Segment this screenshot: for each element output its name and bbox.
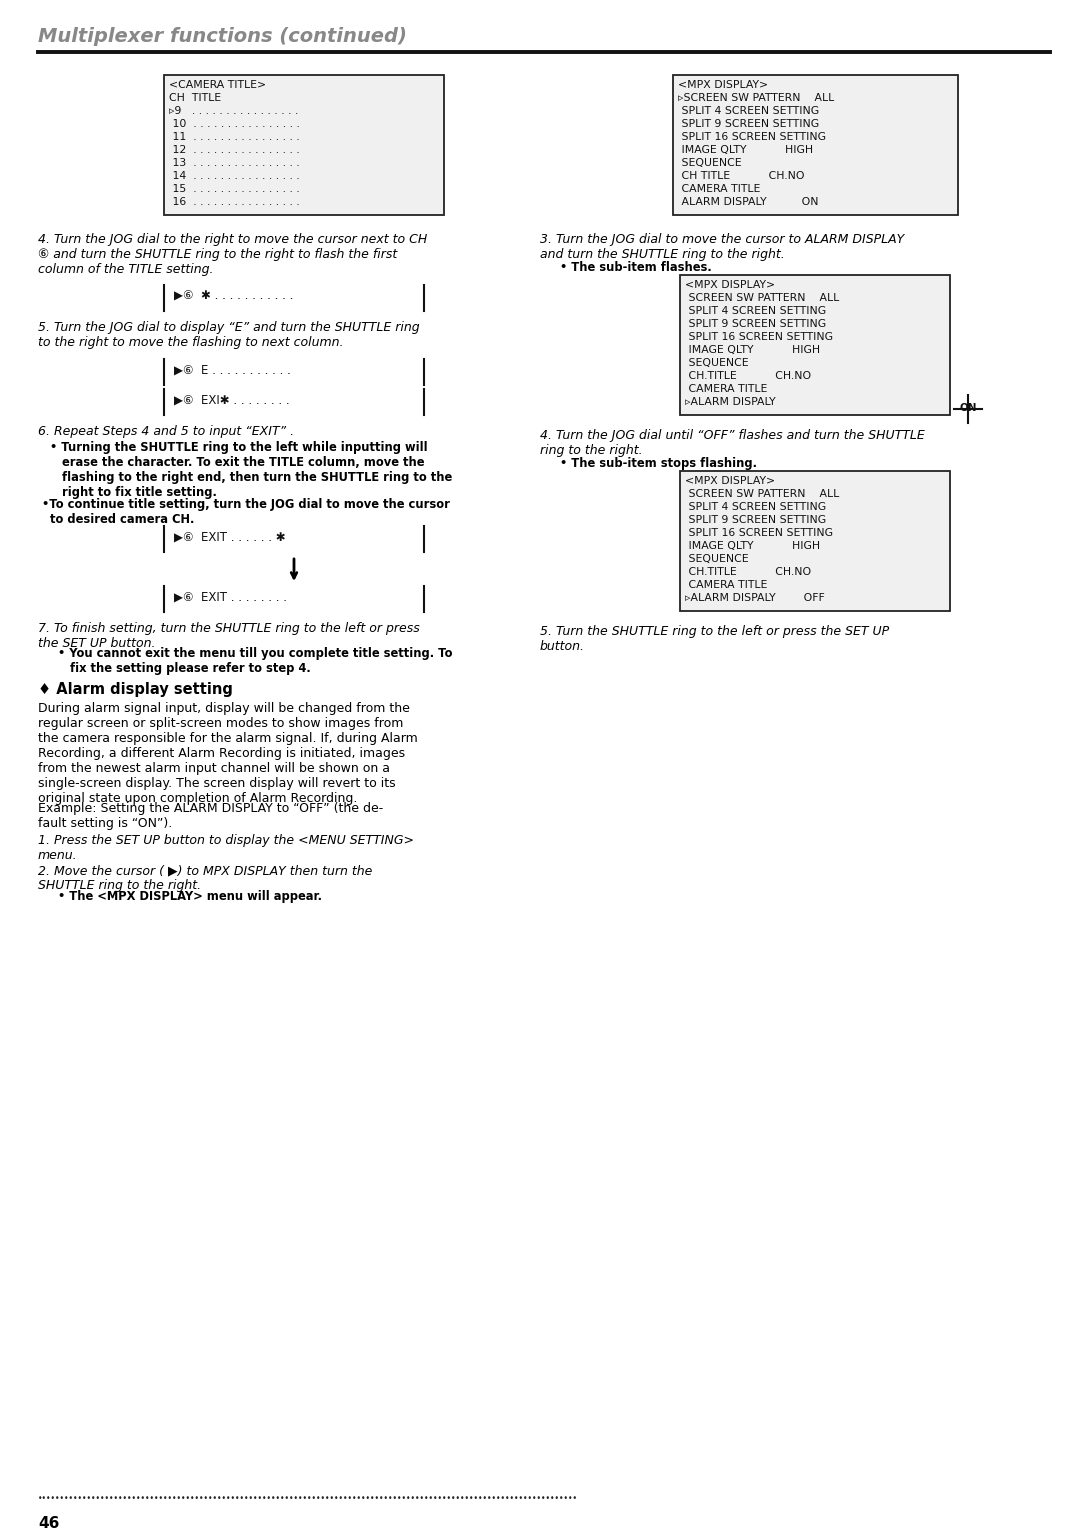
Text: SEQUENCE: SEQUENCE	[678, 157, 742, 168]
Text: SEQUENCE: SEQUENCE	[685, 358, 748, 368]
Bar	[164, 75, 444, 215]
Text: IMAGE QLTY           HIGH: IMAGE QLTY HIGH	[685, 345, 820, 354]
Text: • The sub-item stops flashing.: • The sub-item stops flashing.	[561, 457, 757, 471]
Text: ▶⑥  ✱ . . . . . . . . . . .: ▶⑥ ✱ . . . . . . . . . . .	[174, 290, 294, 303]
Text: SPLIT 4 SCREEN SETTING: SPLIT 4 SCREEN SETTING	[685, 503, 826, 512]
Text: 13  . . . . . . . . . . . . . . . .: 13 . . . . . . . . . . . . . . . .	[168, 157, 300, 168]
Text: ALARM DISPALY          ON: ALARM DISPALY ON	[678, 197, 819, 206]
Text: IMAGE QLTY           HIGH: IMAGE QLTY HIGH	[685, 541, 820, 552]
Text: 15  . . . . . . . . . . . . . . . .: 15 . . . . . . . . . . . . . . . .	[168, 183, 300, 194]
Text: Example: Setting the ALARM DISPLAY to “OFF” (the de-
fault setting is “ON”).: Example: Setting the ALARM DISPLAY to “O…	[38, 802, 383, 830]
Text: SPLIT 16 SCREEN SETTING: SPLIT 16 SCREEN SETTING	[678, 131, 826, 142]
Text: ▹SCREEN SW PATTERN    ALL: ▹SCREEN SW PATTERN ALL	[678, 93, 834, 102]
Text: 5. Turn the SHUTTLE ring to the left or press the SET UP
button.: 5. Turn the SHUTTLE ring to the left or …	[540, 625, 889, 652]
Text: <MPX DISPLAY>: <MPX DISPLAY>	[685, 280, 775, 290]
Text: ▶⑥  E . . . . . . . . . . .: ▶⑥ E . . . . . . . . . . .	[174, 364, 291, 377]
Text: CAMERA TITLE: CAMERA TITLE	[685, 581, 768, 590]
Text: 4. Turn the JOG dial until “OFF” flashes and turn the SHUTTLE
ring to the right.: 4. Turn the JOG dial until “OFF” flashes…	[540, 429, 924, 457]
Text: ♦ Alarm display setting: ♦ Alarm display setting	[38, 681, 233, 697]
Text: CH  TITLE: CH TITLE	[168, 93, 221, 102]
Text: During alarm signal input, display will be changed from the
regular screen or sp: During alarm signal input, display will …	[38, 701, 418, 805]
Text: 4. Turn the JOG dial to the right to move the cursor next to CH
⑥ and turn the S: 4. Turn the JOG dial to the right to mov…	[38, 232, 428, 277]
Text: SEQUENCE: SEQUENCE	[685, 555, 748, 564]
Text: SPLIT 9 SCREEN SETTING: SPLIT 9 SCREEN SETTING	[685, 319, 826, 329]
Text: ▶⑥  EXI✱ . . . . . . . .: ▶⑥ EXI✱ . . . . . . . .	[174, 394, 289, 406]
Text: 14  . . . . . . . . . . . . . . . .: 14 . . . . . . . . . . . . . . . .	[168, 171, 300, 180]
Text: • The <MPX DISPLAY> menu will appear.: • The <MPX DISPLAY> menu will appear.	[58, 889, 322, 903]
Text: • The sub-item flashes.: • The sub-item flashes.	[561, 261, 712, 274]
Text: SPLIT 4 SCREEN SETTING: SPLIT 4 SCREEN SETTING	[685, 306, 826, 316]
Text: 7. To finish setting, turn the SHUTTLE ring to the left or press
the SET UP butt: 7. To finish setting, turn the SHUTTLE r…	[38, 622, 420, 649]
Text: SPLIT 16 SCREEN SETTING: SPLIT 16 SCREEN SETTING	[685, 332, 833, 342]
Text: ON: ON	[959, 403, 976, 413]
Text: SPLIT 9 SCREEN SETTING: SPLIT 9 SCREEN SETTING	[678, 119, 819, 128]
Text: • You cannot exit the menu till you complete title setting. To
   fix the settin: • You cannot exit the menu till you comp…	[58, 646, 453, 675]
Text: 10  . . . . . . . . . . . . . . . .: 10 . . . . . . . . . . . . . . . .	[168, 119, 300, 128]
Text: ▹ALARM DISPALY: ▹ALARM DISPALY	[685, 397, 775, 406]
Text: Multiplexer functions (continued): Multiplexer functions (continued)	[38, 28, 407, 46]
Text: ▶⑥  EXIT . . . . . . ✱: ▶⑥ EXIT . . . . . . ✱	[174, 532, 285, 544]
Text: ••••••••••••••••••••••••••••••••••••••••••••••••••••••••••••••••••••••••••••••••: ••••••••••••••••••••••••••••••••••••••••…	[38, 1494, 578, 1504]
Text: 1. Press the SET UP button to display the <MENU SETTING>
menu.: 1. Press the SET UP button to display th…	[38, 834, 414, 862]
Text: 46: 46	[38, 1516, 59, 1528]
Text: ▹9   . . . . . . . . . . . . . . . .: ▹9 . . . . . . . . . . . . . . . .	[168, 105, 298, 116]
Text: 12  . . . . . . . . . . . . . . . .: 12 . . . . . . . . . . . . . . . .	[168, 145, 300, 154]
Text: <CAMERA TITLE>: <CAMERA TITLE>	[168, 79, 266, 90]
Text: ▶⑥  EXIT . . . . . . . .: ▶⑥ EXIT . . . . . . . .	[174, 591, 287, 604]
Text: <MPX DISPLAY>: <MPX DISPLAY>	[685, 477, 775, 486]
Text: CAMERA TITLE: CAMERA TITLE	[685, 384, 768, 394]
Bar	[680, 471, 950, 611]
Bar	[673, 75, 958, 215]
Text: SCREEN SW PATTERN    ALL: SCREEN SW PATTERN ALL	[685, 489, 839, 500]
Text: CAMERA TITLE: CAMERA TITLE	[678, 183, 760, 194]
Text: 16  . . . . . . . . . . . . . . . .: 16 . . . . . . . . . . . . . . . .	[168, 197, 300, 206]
Text: CH.TITLE           CH.NO: CH.TITLE CH.NO	[685, 567, 811, 578]
Text: ▹ALARM DISPALY        OFF: ▹ALARM DISPALY OFF	[685, 593, 825, 604]
Text: 5. Turn the JOG dial to display “E” and turn the SHUTTLE ring
to the right to mo: 5. Turn the JOG dial to display “E” and …	[38, 321, 420, 348]
Text: SPLIT 9 SCREEN SETTING: SPLIT 9 SCREEN SETTING	[685, 515, 826, 526]
Bar	[680, 275, 950, 416]
Text: 2. Move the cursor ( ▶) to MPX DISPLAY then turn the
SHUTTLE ring to the right.: 2. Move the cursor ( ▶) to MPX DISPLAY t…	[38, 863, 373, 892]
Text: 3. Turn the JOG dial to move the cursor to ALARM DISPLAY
and turn the SHUTTLE ri: 3. Turn the JOG dial to move the cursor …	[540, 232, 904, 261]
Text: • Turning the SHUTTLE ring to the left while inputting will
   erase the charact: • Turning the SHUTTLE ring to the left w…	[50, 442, 453, 500]
Text: <MPX DISPLAY>: <MPX DISPLAY>	[678, 79, 768, 90]
Text: IMAGE QLTY           HIGH: IMAGE QLTY HIGH	[678, 145, 813, 154]
Text: SPLIT 16 SCREEN SETTING: SPLIT 16 SCREEN SETTING	[685, 529, 833, 538]
Text: CH.TITLE           CH.NO: CH.TITLE CH.NO	[685, 371, 811, 380]
Text: CH TITLE           CH.NO: CH TITLE CH.NO	[678, 171, 805, 180]
Text: •To continue title setting, turn the JOG dial to move the cursor
  to desired ca: •To continue title setting, turn the JOG…	[42, 498, 450, 526]
Text: SPLIT 4 SCREEN SETTING: SPLIT 4 SCREEN SETTING	[678, 105, 819, 116]
Text: SCREEN SW PATTERN    ALL: SCREEN SW PATTERN ALL	[685, 293, 839, 303]
Text: 6. Repeat Steps 4 and 5 to input “EXIT” .: 6. Repeat Steps 4 and 5 to input “EXIT” …	[38, 425, 294, 439]
Text: 11  . . . . . . . . . . . . . . . .: 11 . . . . . . . . . . . . . . . .	[168, 131, 300, 142]
